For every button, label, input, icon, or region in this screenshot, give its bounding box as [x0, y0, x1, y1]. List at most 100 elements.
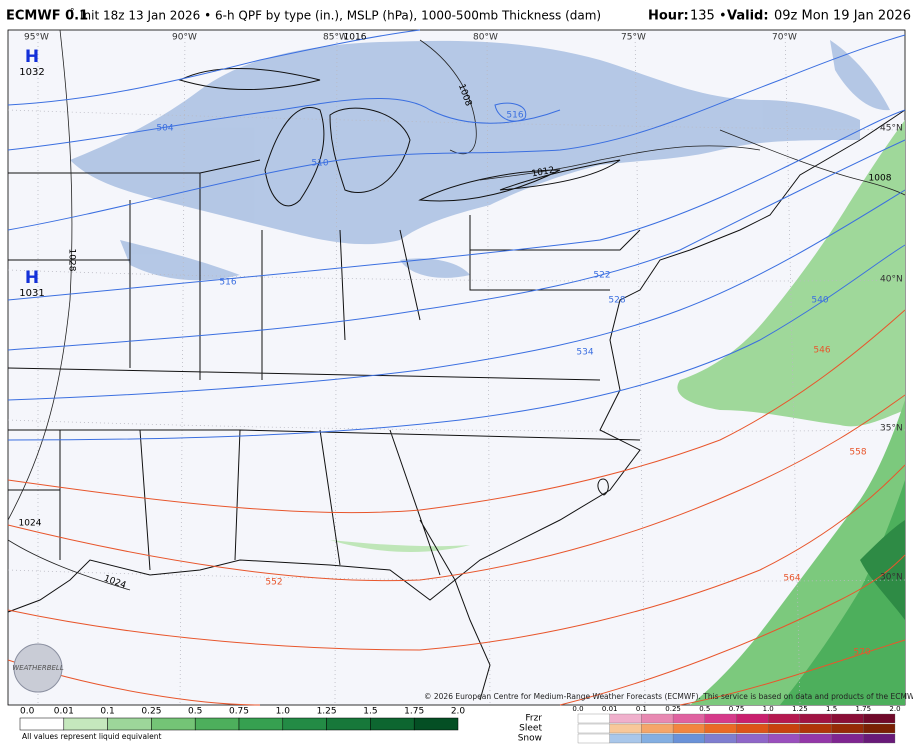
type-swatch: [831, 733, 864, 744]
snow-area: [400, 258, 470, 278]
isobar: [479, 145, 761, 181]
thickness-label: 504: [156, 124, 173, 134]
logo-text: WEATHERBELL: [12, 664, 64, 672]
thickness-label: 516: [506, 111, 523, 121]
longitude-label: 95°W: [24, 33, 49, 43]
type-swatch: [831, 713, 864, 724]
type-swatch: [799, 723, 832, 734]
type-swatch: [641, 713, 674, 724]
thickness-label: 552: [265, 578, 282, 588]
legend-note: All values represent liquid equivalent: [22, 732, 161, 741]
graticule-line: [179, 29, 186, 706]
thickness-label: 534: [576, 348, 593, 358]
isobar-label: 1016: [344, 33, 367, 43]
rain-tick-label: 0.5: [188, 707, 202, 717]
rain-tick-label: 1.5: [363, 707, 377, 717]
rain-tick-label: 2.0: [451, 707, 466, 717]
thickness-label: 540: [811, 296, 828, 306]
type-label: Frzr: [525, 714, 542, 724]
thickness-line: [7, 244, 906, 441]
copyright: © 2026 European Centre for Medium-Range …: [424, 692, 913, 701]
thickness-line: [7, 98, 561, 151]
latitude-label: 30°N: [880, 573, 903, 583]
high-pressure: 1031: [19, 288, 44, 299]
isobar-label: 1028: [67, 249, 77, 272]
thickness-label: 558: [849, 448, 866, 458]
thickness-label: 570: [853, 648, 870, 658]
high-pressure: 1032: [19, 67, 44, 78]
map-title: Init 18z 13 Jan 2026 • 6-h QPF by type (…: [80, 9, 601, 23]
rain-tick-label: 0.0: [20, 707, 35, 717]
snow-area: [120, 240, 240, 281]
rain-swatch: [282, 717, 327, 731]
longitude-label: 90°W: [172, 33, 197, 43]
thickness-line: [494, 102, 527, 122]
type-swatch: [831, 723, 864, 734]
model-name: ECMWF 0.1: [6, 9, 88, 24]
latitude-label: 40°N: [880, 275, 903, 285]
thickness-line: [7, 29, 421, 106]
snow-area: [830, 40, 890, 111]
thickness-line: [7, 139, 906, 351]
longitude-label: 75°W: [621, 33, 646, 43]
rain-swatch: [194, 717, 240, 731]
type-swatch: [799, 713, 832, 724]
type-swatch: [609, 713, 642, 724]
high-symbol: H: [25, 268, 39, 288]
thickness-label: 546: [813, 346, 830, 356]
rain-tick-label: 0.1: [100, 707, 114, 717]
thickness-label: 522: [593, 271, 610, 281]
type-swatch: [704, 713, 737, 724]
rain-swatch: [107, 717, 152, 731]
hour-value: 135 •: [690, 9, 727, 24]
rain-area: [860, 520, 905, 620]
graticule: [7, 29, 906, 706]
isobar: [719, 129, 906, 196]
snow-areas: [70, 40, 890, 281]
type-tick-label: 0.01: [602, 705, 618, 713]
type-swatch: [736, 713, 769, 724]
type-tick-label: 0.75: [729, 705, 745, 713]
thickness-line: [7, 309, 906, 514]
valid-value: 09z Mon 19 Jan 2026: [774, 9, 911, 24]
thickness-line: [679, 639, 906, 706]
rain-tick-label: 1.25: [317, 707, 337, 717]
coastline: [454, 109, 906, 701]
type-swatch: [863, 713, 896, 724]
type-swatch: [704, 723, 737, 734]
type-swatch: [768, 713, 801, 724]
graticule-line: [7, 109, 906, 131]
boundaries: [7, 68, 906, 701]
isobar: [7, 539, 131, 591]
type-swatch: [609, 733, 642, 744]
graticule-line: [334, 29, 338, 706]
rain-swatch: [238, 717, 284, 731]
rain-swatch: [326, 717, 371, 731]
type-swatch: [672, 723, 705, 734]
thickness-cold: [7, 29, 906, 441]
isobar-label: 1012: [531, 166, 555, 180]
rain-tick-label: 0.75: [229, 707, 249, 717]
type-swatch: [672, 713, 705, 724]
rain-swatch: [19, 717, 65, 731]
type-tick-label: 2.0: [889, 705, 900, 713]
type-swatch: [641, 733, 674, 744]
hour-label: Hour:: [648, 9, 689, 24]
graticule-line: [784, 29, 801, 706]
isobar: [7, 29, 73, 521]
rain-swatch: [370, 717, 415, 731]
longitude-label: 80°W: [473, 33, 498, 43]
type-tick-label: 1.0: [763, 705, 774, 713]
type-swatch: [641, 723, 674, 734]
rain-tick-label: 0.01: [54, 707, 74, 717]
type-swatch: [768, 723, 801, 734]
type-tick-label: 1.75: [856, 705, 872, 713]
snow-area: [70, 40, 860, 245]
rain-swatch: [151, 717, 196, 731]
degree-sign: °: [70, 8, 75, 18]
type-swatch: [736, 723, 769, 734]
lake: [597, 478, 609, 496]
latitude-label: 45°N: [880, 124, 903, 134]
